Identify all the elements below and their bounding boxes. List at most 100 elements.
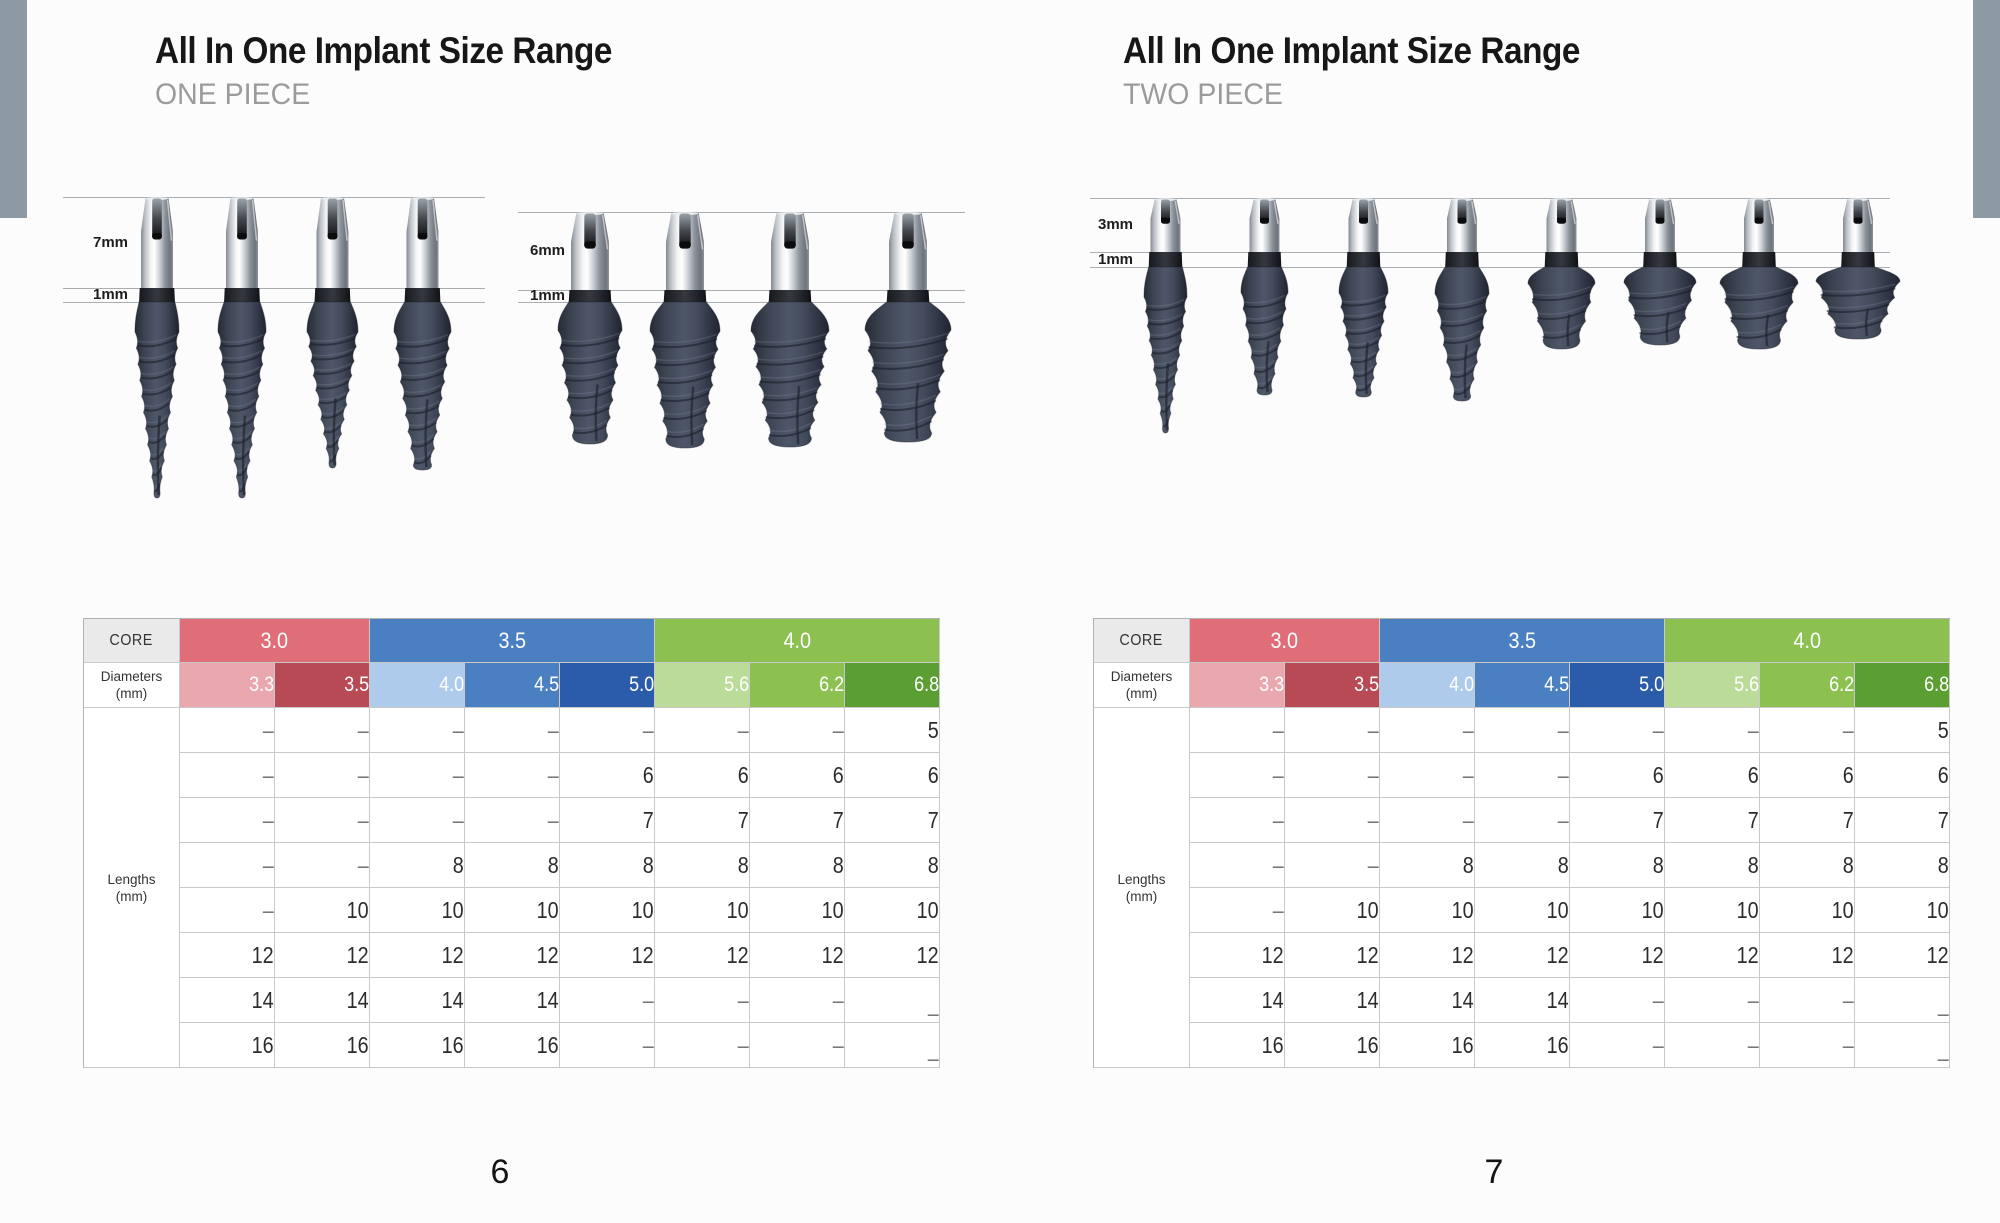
length-cell: 14 <box>1285 978 1380 1023</box>
length-value: 6 <box>1747 761 1759 788</box>
length-value: 6 <box>1842 761 1854 788</box>
length-cell-empty: – <box>1665 1023 1760 1068</box>
length-value: – <box>927 999 939 1023</box>
core-header-row: CORE 3.0 3.5 4.0 <box>1094 619 1950 663</box>
length-cell: 6 <box>750 753 845 798</box>
lengths-row-label: Lengths (mm) <box>1094 708 1190 1068</box>
length-value: – <box>1272 716 1284 743</box>
length-cell: 14 <box>1190 978 1285 1023</box>
implant-figure-one-piece-narrow: 7mm 1mm <box>63 197 485 518</box>
length-cell-empty: – <box>1285 843 1380 888</box>
diameter-cell: 3.3 <box>1190 663 1285 708</box>
length-cell: 14 <box>1475 978 1570 1023</box>
length-value: – <box>1367 761 1379 788</box>
diameter-cell: 5.6 <box>1665 663 1760 708</box>
length-cell: 12 <box>275 933 370 978</box>
length-cell: 16 <box>465 1023 560 1068</box>
collar-height-label: 1mm <box>530 287 566 304</box>
length-value: – <box>1462 806 1474 833</box>
length-value: – <box>1747 716 1759 743</box>
length-value: – <box>1272 896 1284 923</box>
length-cell-empty: – <box>370 708 465 753</box>
length-value: 7 <box>927 806 939 833</box>
length-value: 10 <box>1546 896 1569 923</box>
length-cell: 10 <box>1285 888 1380 933</box>
length-value: 16 <box>251 1031 274 1058</box>
diameter-cell: 3.5 <box>1285 663 1380 708</box>
length-value: – <box>262 716 274 743</box>
length-value: 8 <box>832 851 844 878</box>
reference-line <box>1090 198 1890 199</box>
length-cell: 7 <box>560 798 655 843</box>
lengths-row: 16 16 16 16 – – – – <box>1094 1023 1950 1068</box>
lengths-row: – – – – 7 7 7 7 <box>1094 798 1950 843</box>
length-value: – <box>1367 806 1379 833</box>
diameters-label-line2: (mm) <box>115 686 148 701</box>
length-cell: 8 <box>560 843 655 888</box>
lengths-row: – – 8 8 8 8 8 8 <box>1094 843 1950 888</box>
length-cell-empty: – <box>560 978 655 1023</box>
length-value: – <box>1842 986 1854 1013</box>
length-cell: 8 <box>1570 843 1665 888</box>
length-cell: 8 <box>655 843 750 888</box>
length-cell-empty: – <box>560 708 655 753</box>
length-value: – <box>452 761 464 788</box>
length-value: 7 <box>1747 806 1759 833</box>
length-value: 6 <box>1937 761 1949 788</box>
length-cell-empty: – <box>655 708 750 753</box>
length-value: 12 <box>1831 941 1854 968</box>
length-cell-empty: – <box>750 1023 845 1068</box>
lengths-row: Lengths (mm) – – – – – – – 5 <box>84 708 940 1068</box>
diameters-label-line1: Diameters <box>100 669 163 684</box>
length-cell-empty: – <box>465 708 560 753</box>
length-cell: 7 <box>1570 798 1665 843</box>
length-value: 12 <box>1641 941 1664 968</box>
core-group-label: 3.0 <box>260 627 289 653</box>
length-cell-empty: – <box>655 1023 750 1068</box>
abutment-height-label: 6mm <box>530 242 566 259</box>
length-value: 8 <box>1937 851 1949 878</box>
implant-illustration <box>212 197 272 512</box>
implant-illustration <box>301 197 364 482</box>
implant-illustration <box>644 212 726 466</box>
page-header-one-piece: All In One Implant Size Range ONE PIECE <box>155 30 663 112</box>
length-cell: 10 <box>275 888 370 933</box>
length-value: – <box>1272 806 1284 833</box>
length-cell: 6 <box>845 753 940 798</box>
length-cell-empty: – <box>275 843 370 888</box>
length-value: 7 <box>1937 806 1949 833</box>
length-value: – <box>927 1044 939 1068</box>
length-value: 12 <box>441 941 464 968</box>
length-cell-empty: – <box>1380 798 1475 843</box>
core-corner-label: CORE <box>84 619 180 663</box>
length-cell: 10 <box>1475 888 1570 933</box>
diameter-cell: 4.5 <box>465 663 560 708</box>
length-value: – <box>357 716 369 743</box>
length-value: – <box>1842 1031 1854 1058</box>
page-title: All In One Implant Size Range <box>155 30 612 71</box>
length-value: 10 <box>631 896 654 923</box>
core-group-label: 3.0 <box>1270 627 1299 653</box>
length-value: 12 <box>536 941 559 968</box>
diameter-cell: 4.5 <box>1475 663 1570 708</box>
length-value: 14 <box>1451 986 1474 1013</box>
length-cell: 12 <box>465 933 560 978</box>
length-cell-empty: – <box>1760 708 1855 753</box>
length-cell: 6 <box>560 753 655 798</box>
page-subtitle: TWO PIECE <box>1123 78 1283 111</box>
reference-line <box>1090 252 1890 253</box>
length-cell: 12 <box>1855 933 1950 978</box>
length-value: – <box>357 761 369 788</box>
length-cell: 10 <box>560 888 655 933</box>
diameter-value: 5.6 <box>723 673 749 696</box>
implant-illustration <box>1333 198 1394 411</box>
length-value: – <box>357 851 369 878</box>
length-cell: 6 <box>1665 753 1760 798</box>
core-group-cell: 4.0 <box>1665 619 1950 663</box>
length-cell-empty: – <box>1190 888 1285 933</box>
length-cell: 16 <box>370 1023 465 1068</box>
length-cell-empty: – <box>1190 753 1285 798</box>
length-value: 12 <box>1546 941 1569 968</box>
length-cell: 12 <box>1570 933 1665 978</box>
implant-illustration <box>1618 198 1702 363</box>
